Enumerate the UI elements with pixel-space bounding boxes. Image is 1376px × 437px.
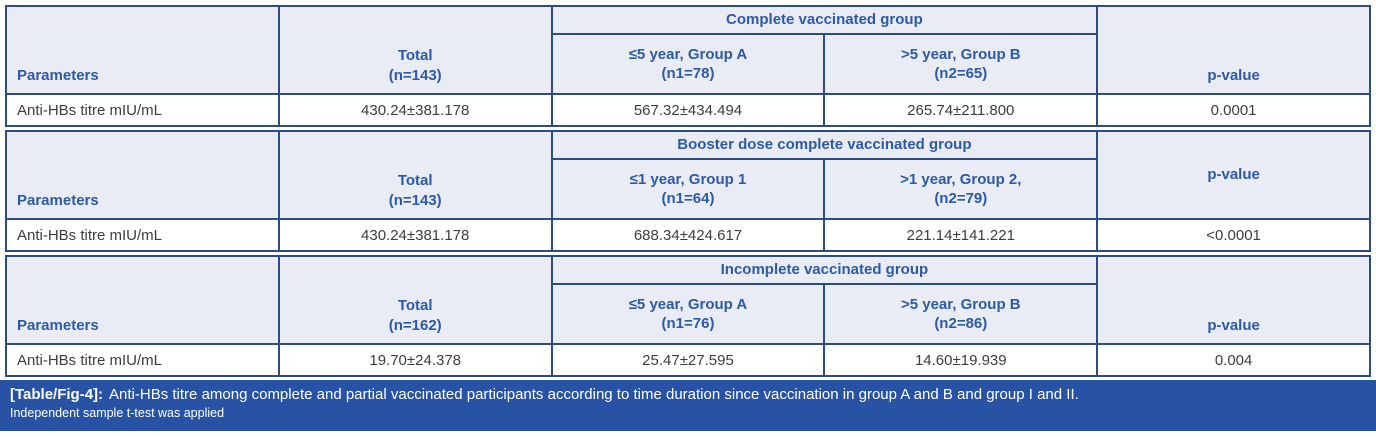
- p-value-header: p-value: [1096, 130, 1371, 220]
- p-value-header: p-value: [1096, 5, 1371, 95]
- group-b-cell: 265.74±211.800: [823, 93, 1099, 127]
- table-row: Anti-HBs titre mIU/mL 430.24±381.178 567…: [5, 93, 1371, 127]
- group-header: Complete vaccinated group: [550, 5, 1099, 35]
- table-row: Anti-HBs titre mIU/mL 430.24±381.178 688…: [5, 218, 1371, 252]
- group-header: Booster dose complete vaccinated group: [550, 130, 1099, 160]
- subgroup-1-n: (n1=64): [661, 190, 715, 207]
- total-cell: 430.24±381.178: [277, 93, 553, 127]
- subgroup-2-header: >1 year, Group 2, (n2=79): [823, 158, 1099, 220]
- total-cell: 19.70±24.378: [277, 343, 553, 377]
- subgroup-a-label: ≤5 year, Group A: [628, 45, 748, 63]
- total-label: Total: [397, 297, 433, 314]
- subgroup-2-label: >1 year, Group 2,: [900, 170, 1022, 188]
- p-value-cell: 0.0001: [1096, 93, 1371, 127]
- caption-tag: [Table/Fig-4]:: [10, 386, 104, 403]
- p-value-cell: 0.004: [1096, 343, 1371, 377]
- p-value-header: p-value: [1096, 255, 1371, 345]
- parameters-header: Parameters: [5, 130, 280, 220]
- section-complete-vaccinated: Parameters Total (n=143) Complete vaccin…: [5, 5, 1371, 127]
- total-header: Total (n=143): [277, 5, 553, 95]
- section-booster-dose: Parameters Total (n=143) Booster dose co…: [5, 130, 1371, 252]
- group-b-cell: 14.60±19.939: [823, 343, 1099, 377]
- total-header: Total (n=162): [277, 255, 553, 345]
- subgroup-1-label: ≤1 year, Group 1: [629, 170, 747, 188]
- total-cell: 430.24±381.178: [277, 218, 553, 252]
- total-n: (n=162): [388, 316, 442, 334]
- total-label: Total: [397, 172, 433, 189]
- subgroup-1-header: ≤1 year, Group 1 (n1=64): [550, 158, 826, 220]
- subgroup-a-n: (n1=76): [661, 315, 715, 332]
- subgroup-b-label: >5 year, Group B: [900, 295, 1021, 313]
- total-label: Total: [397, 47, 433, 64]
- table-caption: [Table/Fig-4]: Anti-HBs titre among compl…: [0, 380, 1376, 431]
- group-1-cell: 688.34±424.617: [550, 218, 826, 252]
- subgroup-a-header: ≤5 year, Group A (n1=76): [550, 283, 826, 345]
- total-n: (n=143): [388, 66, 442, 84]
- caption-note: Independent sample t-test was applied: [10, 406, 225, 421]
- table-row: Anti-HBs titre mIU/mL 19.70±24.378 25.47…: [5, 343, 1371, 377]
- parameters-header: Parameters: [5, 255, 280, 345]
- subgroup-b-n: (n2=86): [934, 315, 988, 332]
- group-a-cell: 25.47±27.595: [550, 343, 826, 377]
- subgroup-a-label: ≤5 year, Group A: [628, 295, 748, 313]
- parameters-header: Parameters: [5, 5, 280, 95]
- subgroup-a-n: (n1=78): [661, 65, 715, 82]
- subgroup-2-n: (n2=79): [934, 190, 988, 207]
- caption-title-line: [Table/Fig-4]: Anti-HBs titre among compl…: [10, 385, 1366, 405]
- group-a-cell: 567.32±434.494: [550, 93, 826, 127]
- section-incomplete-vaccinated: Parameters Total (n=162) Incomplete vacc…: [5, 255, 1371, 377]
- caption-text: Anti-HBs titre among complete and partia…: [109, 386, 1079, 403]
- subgroup-b-header: >5 year, Group B (n2=86): [823, 283, 1099, 345]
- subgroup-a-header: ≤5 year, Group A (n1=78): [550, 33, 826, 95]
- total-header: Total (n=143): [277, 130, 553, 220]
- group-2-cell: 221.14±141.221: [823, 218, 1099, 252]
- subgroup-b-header: >5 year, Group B (n2=65): [823, 33, 1099, 95]
- table-area: Parameters Total (n=143) Complete vaccin…: [5, 5, 1371, 377]
- subgroup-b-label: >5 year, Group B: [900, 45, 1021, 63]
- parameter-cell: Anti-HBs titre mIU/mL: [5, 93, 280, 127]
- subgroup-b-n: (n2=65): [934, 65, 988, 82]
- parameter-cell: Anti-HBs titre mIU/mL: [5, 343, 280, 377]
- group-header: Incomplete vaccinated group: [550, 255, 1099, 285]
- parameter-cell: Anti-HBs titre mIU/mL: [5, 218, 280, 252]
- p-value-cell: <0.0001: [1096, 218, 1371, 252]
- total-n: (n=143): [388, 191, 442, 209]
